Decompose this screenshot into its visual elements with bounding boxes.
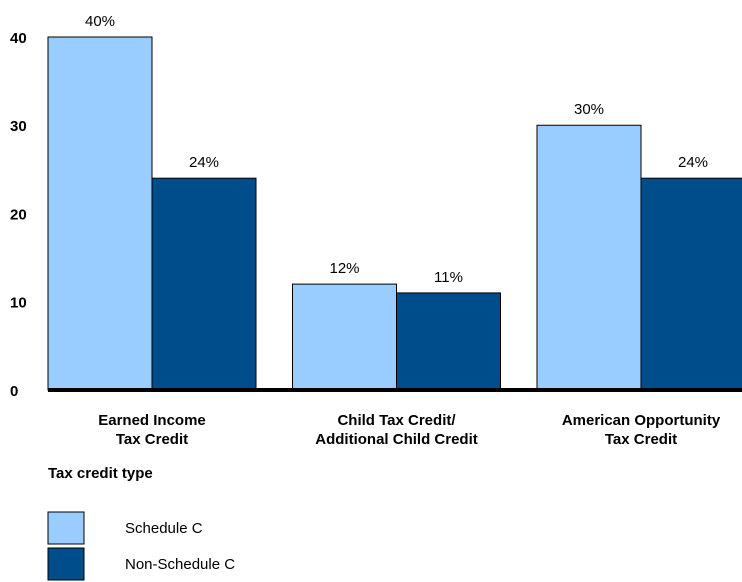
y-tick-label: 20 [10, 206, 27, 223]
legend-label: Non-Schedule C [125, 556, 235, 573]
value-label: 11% [434, 269, 463, 286]
value-label: 24% [678, 154, 708, 171]
x-tick-label-line: Tax Credit [605, 431, 677, 448]
value-label: 40% [85, 13, 115, 30]
x-tick-label-line: Tax Credit [116, 431, 188, 448]
x-tick-label-line: Child Tax Credit/ [337, 412, 456, 429]
y-tick-label: 10 [10, 295, 27, 312]
x-axis-label: Tax credit type [48, 465, 153, 482]
bar [536, 124, 642, 391]
y-tick-label: 0 [10, 383, 18, 400]
bar [151, 177, 257, 391]
y-tick-label: 40 [10, 30, 27, 47]
y-tick-label: 30 [10, 118, 27, 135]
value-label: 12% [329, 260, 359, 277]
x-tick-label-line: Earned Income [98, 412, 206, 429]
value-label: 30% [574, 101, 604, 118]
bar [640, 177, 742, 391]
legend-swatch [47, 547, 85, 581]
bar [47, 36, 153, 391]
value-label: 24% [189, 154, 219, 171]
x-tick-label-line: American Opportunity [562, 412, 721, 429]
x-tick-label: Earned Income Tax Credit [98, 412, 206, 448]
legend-swatch [47, 511, 85, 545]
legend-label: Schedule C [125, 520, 203, 537]
x-tick-label: American Opportunity Tax Credit [562, 412, 721, 448]
x-tick-label-line: Additional Child Credit [315, 431, 478, 448]
bar [396, 292, 501, 391]
bar [292, 283, 397, 391]
x-tick-label: Child Tax Credit/Additional Child Credit [315, 412, 478, 448]
